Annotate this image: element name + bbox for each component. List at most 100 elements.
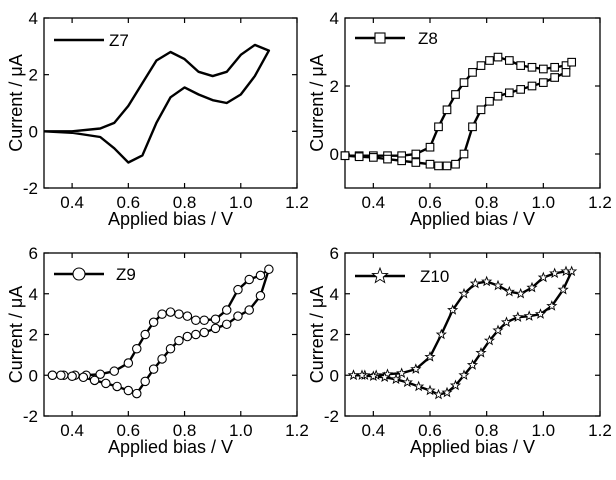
data-point bbox=[477, 106, 485, 114]
data-point bbox=[141, 330, 149, 338]
data-point bbox=[149, 365, 157, 373]
data-point bbox=[124, 359, 132, 367]
data-point bbox=[505, 287, 514, 295]
data-point bbox=[452, 160, 460, 168]
x-tick-label: 1.2 bbox=[285, 421, 309, 440]
chart-panel-4: 0.40.60.81.01.2-20246Applied bias / VCur… bbox=[307, 244, 612, 457]
data-point bbox=[551, 64, 559, 72]
data-point bbox=[183, 312, 191, 320]
y-axis-label: Current / μA bbox=[307, 54, 327, 151]
data-point bbox=[403, 378, 412, 386]
y-axis-label: Current / μA bbox=[6, 286, 26, 383]
y-tick-label: 4 bbox=[330, 9, 339, 28]
series-Z7 bbox=[44, 45, 269, 163]
data-point bbox=[426, 160, 434, 168]
y-tick-label: 0 bbox=[29, 366, 38, 385]
y-tick-label: 2 bbox=[330, 77, 339, 96]
x-tick-label: 1.2 bbox=[285, 193, 309, 212]
y-tick-label: 4 bbox=[330, 285, 339, 304]
legend-marker bbox=[73, 268, 85, 280]
data-point bbox=[469, 123, 477, 131]
data-point bbox=[494, 53, 502, 61]
data-point bbox=[412, 159, 420, 167]
data-point bbox=[341, 152, 349, 160]
data-point bbox=[166, 345, 174, 353]
data-point bbox=[517, 62, 525, 70]
series-Z8 bbox=[341, 53, 575, 169]
data-point bbox=[211, 315, 219, 323]
data-point bbox=[141, 377, 149, 385]
data-point bbox=[568, 58, 576, 66]
y-tick-label: -2 bbox=[324, 407, 339, 426]
data-point bbox=[477, 62, 485, 70]
y-axis-label: Current / μA bbox=[6, 54, 26, 151]
data-point bbox=[397, 369, 406, 377]
legend: Z10 bbox=[355, 267, 449, 286]
data-point bbox=[256, 271, 264, 279]
data-point bbox=[469, 69, 477, 77]
data-point bbox=[102, 379, 110, 387]
data-point bbox=[192, 316, 200, 324]
data-point bbox=[435, 162, 443, 170]
data-point bbox=[57, 371, 65, 379]
data-point bbox=[550, 269, 559, 277]
plot-frame bbox=[44, 18, 297, 188]
data-point bbox=[551, 74, 559, 82]
data-point bbox=[79, 373, 87, 381]
data-point bbox=[370, 154, 378, 162]
x-tick-label: 0.4 bbox=[362, 421, 386, 440]
data-point bbox=[506, 89, 514, 97]
x-tick-label: 1.2 bbox=[588, 193, 612, 212]
data-point bbox=[562, 69, 570, 77]
data-point bbox=[110, 367, 118, 375]
data-point bbox=[133, 389, 141, 397]
data-point bbox=[90, 376, 98, 384]
y-tick-label: -2 bbox=[23, 407, 38, 426]
y-tick-label: 4 bbox=[29, 285, 38, 304]
chart-panel-1: 0.40.60.81.01.2-2024Applied bias / VCurr… bbox=[6, 9, 309, 229]
data-point bbox=[525, 312, 534, 320]
y-tick-label: 6 bbox=[29, 244, 38, 263]
data-point bbox=[486, 98, 494, 106]
x-tick-label: 1.0 bbox=[532, 193, 556, 212]
data-point bbox=[482, 277, 491, 285]
series-line bbox=[345, 57, 572, 166]
x-tick-label: 0.4 bbox=[60, 421, 84, 440]
data-point bbox=[133, 345, 141, 353]
data-point bbox=[398, 157, 406, 165]
data-point bbox=[68, 372, 76, 380]
data-point bbox=[486, 57, 494, 65]
data-point bbox=[175, 310, 183, 318]
data-point bbox=[443, 106, 451, 114]
legend-label: Z7 bbox=[109, 31, 129, 50]
y-tick-label: 2 bbox=[330, 326, 339, 345]
data-point bbox=[245, 306, 253, 314]
data-point bbox=[192, 330, 200, 338]
chart-panel-2: 0.40.60.81.01.2024Applied bias / VCurren… bbox=[307, 9, 612, 229]
data-point bbox=[265, 265, 273, 273]
data-point bbox=[460, 79, 468, 87]
data-point bbox=[166, 308, 174, 316]
data-point bbox=[437, 330, 446, 338]
data-point bbox=[234, 312, 242, 320]
data-point bbox=[200, 328, 208, 336]
series-Z10 bbox=[349, 267, 576, 399]
legend-marker bbox=[375, 33, 385, 43]
data-point bbox=[452, 91, 460, 99]
y-tick-label: 2 bbox=[29, 326, 38, 345]
data-point bbox=[540, 79, 548, 87]
data-point bbox=[175, 336, 183, 344]
data-point bbox=[149, 318, 157, 326]
cv-figure: 0.40.60.81.01.2-2024Applied bias / VCurr… bbox=[0, 0, 616, 480]
data-point bbox=[158, 310, 166, 318]
y-tick-label: -2 bbox=[23, 179, 38, 198]
data-point bbox=[414, 382, 423, 390]
data-point bbox=[124, 386, 132, 394]
y-tick-label: 4 bbox=[29, 9, 38, 28]
x-axis-label: Applied bias / V bbox=[410, 437, 535, 457]
data-point bbox=[434, 390, 443, 398]
data-point bbox=[355, 153, 363, 161]
data-point bbox=[113, 382, 121, 390]
x-tick-label: 1.2 bbox=[588, 421, 612, 440]
data-point bbox=[528, 64, 536, 72]
